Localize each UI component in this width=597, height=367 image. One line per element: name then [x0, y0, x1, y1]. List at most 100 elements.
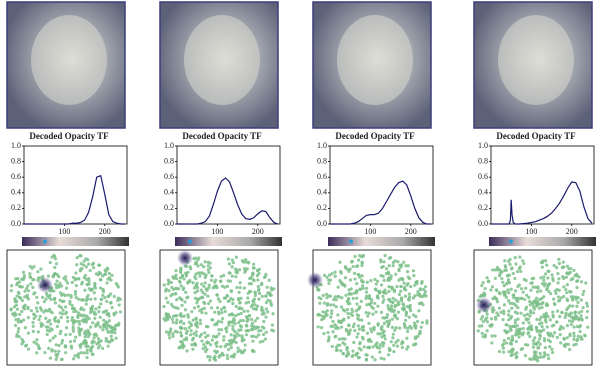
latent-point — [49, 322, 53, 326]
latent-point — [373, 277, 377, 282]
latent-point — [413, 335, 418, 339]
latent-point — [230, 320, 234, 324]
x-tick-label: 200 — [566, 227, 578, 236]
latent-point — [84, 341, 88, 345]
latent-point — [245, 324, 249, 328]
latent-point — [493, 334, 497, 338]
latent-point — [510, 266, 514, 270]
latent-point — [526, 317, 530, 321]
latent-point — [572, 337, 576, 341]
latent-point — [409, 285, 413, 289]
latent-point — [36, 301, 40, 305]
latent-point — [365, 280, 369, 284]
latent-point — [257, 333, 261, 337]
latent-point — [260, 283, 264, 287]
latent-point — [542, 313, 546, 317]
latent-point — [531, 285, 535, 289]
latent-point — [540, 305, 544, 310]
latent-point — [392, 314, 397, 318]
latent-point — [550, 324, 554, 328]
latent-point — [59, 329, 63, 333]
latent-point — [92, 336, 96, 340]
latent-point — [86, 297, 90, 301]
latent-point — [553, 289, 557, 293]
latent-point — [251, 299, 255, 303]
latent-point — [80, 298, 84, 302]
latent-point — [74, 271, 78, 275]
latent-point — [182, 344, 186, 348]
latent-point — [243, 343, 247, 347]
latent-point — [558, 332, 562, 337]
latent-point — [166, 317, 170, 321]
latent-point — [514, 262, 518, 266]
latent-point — [562, 285, 566, 289]
latent-point — [27, 347, 31, 351]
latent-point — [84, 257, 88, 261]
latent-point — [108, 325, 113, 330]
latent-point — [20, 337, 24, 342]
latent-point — [227, 323, 231, 327]
latent-point — [234, 255, 238, 259]
latent-point — [572, 268, 576, 272]
latent-point — [578, 324, 583, 328]
latent-point — [200, 282, 204, 286]
latent-point — [542, 275, 546, 279]
latent-point — [354, 289, 359, 293]
latent-point — [68, 332, 72, 336]
latent-point — [518, 265, 522, 269]
latent-point — [54, 262, 59, 266]
colorbar — [328, 237, 435, 246]
latent-point — [264, 315, 268, 319]
latent-point — [398, 326, 402, 330]
latent-point — [118, 310, 123, 314]
latent-point — [238, 286, 242, 290]
latent-point — [360, 274, 364, 278]
latent-point — [338, 343, 342, 347]
latent-point — [344, 293, 348, 297]
latent-point — [227, 342, 231, 347]
latent-point — [270, 323, 275, 327]
latent-point — [61, 312, 65, 316]
latent-point — [264, 330, 268, 334]
latent-point — [271, 312, 275, 316]
latent-point — [576, 334, 580, 338]
latent-point — [220, 320, 224, 324]
latent-point — [253, 319, 257, 323]
latent-point — [529, 281, 533, 285]
latent-point — [353, 328, 357, 333]
latent-point — [539, 289, 543, 293]
latent-point — [222, 273, 226, 278]
latent-point — [528, 325, 532, 329]
latent-point — [389, 340, 393, 344]
latent-point — [424, 294, 428, 298]
latent-point — [16, 290, 20, 294]
latent-point — [585, 301, 589, 305]
latent-point — [420, 294, 424, 299]
latent-point — [348, 278, 353, 282]
latent-point — [206, 294, 210, 298]
latent-point — [323, 314, 327, 318]
latent-point — [572, 325, 576, 329]
latent-point — [231, 313, 235, 317]
latent-point — [31, 320, 35, 325]
latent-point — [109, 278, 113, 282]
latent-point — [513, 276, 517, 281]
latent-point — [21, 270, 26, 274]
latent-point — [66, 293, 70, 297]
latent-point — [253, 293, 257, 298]
latent-point — [43, 350, 47, 355]
latent-point — [534, 296, 539, 300]
latent-point — [550, 347, 554, 351]
latent-point — [64, 275, 68, 279]
latent-point — [495, 311, 499, 315]
latent-point — [9, 308, 13, 312]
latent-point — [72, 357, 76, 361]
latent-point — [538, 351, 542, 356]
latent-point — [264, 307, 268, 311]
latent-point — [556, 295, 561, 299]
latent-point — [64, 278, 68, 282]
latent-point — [576, 337, 580, 341]
latent-point — [385, 267, 389, 271]
latent-point — [479, 317, 483, 321]
